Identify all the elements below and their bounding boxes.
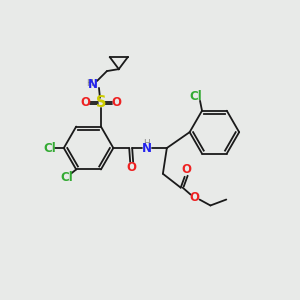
Text: N: N [88, 79, 98, 92]
Text: O: O [80, 96, 90, 109]
Text: O: O [126, 161, 136, 174]
Text: O: O [190, 191, 200, 204]
Text: Cl: Cl [60, 171, 73, 184]
Text: O: O [112, 96, 122, 109]
Text: N: N [142, 142, 152, 154]
Text: S: S [96, 95, 106, 110]
Text: Cl: Cl [190, 90, 202, 103]
Text: H: H [86, 80, 92, 88]
Text: H: H [143, 139, 149, 148]
Text: Cl: Cl [44, 142, 56, 154]
Text: O: O [182, 163, 192, 176]
